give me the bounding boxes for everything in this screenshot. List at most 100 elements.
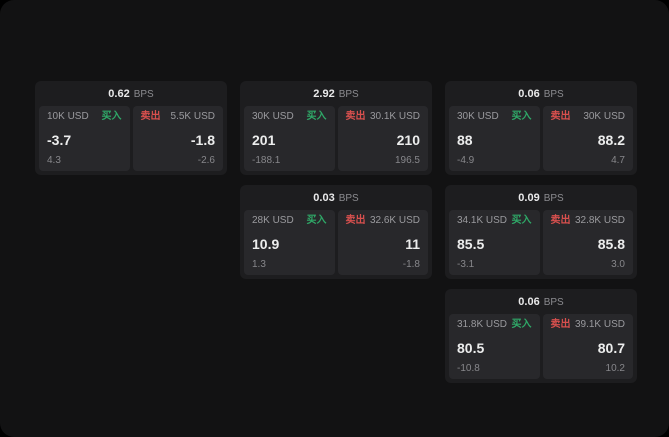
sell-side-label: 卖出 [140,111,161,122]
buy-panel[interactable]: 30K USD 买入 88 -4.9 [449,106,540,171]
sell-delta: 196.5 [394,155,420,166]
buy-side-label: 买入 [511,319,532,330]
buy-side-label: 买入 [511,111,532,122]
buy-price: 88 [457,132,473,148]
buy-price: -3.7 [47,132,72,148]
bps-unit-label: BPS [338,192,359,204]
bps-value: 2.92 [313,88,335,100]
sell-price: 80.7 [597,340,625,356]
quote-card: 0.06 BPS 31.8K USD 买入 80.5 -10.8 卖出 39.1… [445,289,637,383]
sell-panel[interactable]: 卖出 30.1K USD 210 196.5 [337,106,428,171]
buy-price: 80.5 [457,340,485,356]
sell-panel-toprow: 卖出 32.6K USD [346,216,421,226]
buy-delta: -10.8 [457,363,480,374]
sell-panel[interactable]: 卖出 30K USD 88.2 4.7 [542,106,633,171]
buy-size: 31.8K USD [457,319,508,330]
bps-unit-label: BPS [133,88,154,100]
sell-size: 32.8K USD [574,215,625,226]
buy-size: 28K USD [252,215,294,226]
quote-panels: 30K USD 买入 88 -4.9 卖出 30K USD 88.2 4.7 [449,106,633,171]
quote-panels: 28K USD 买入 10.9 1.3 卖出 32.6K USD 11 -1.8 [244,210,428,275]
buy-delta: -188.1 [252,155,281,166]
card-bps-header: 2.92 BPS [244,85,428,106]
buy-side-label: 买入 [511,215,532,226]
sell-size: 30.1K USD [369,111,420,122]
bps-unit-label: BPS [543,88,564,100]
sell-size: 32.6K USD [369,215,420,226]
quote-card: 0.09 BPS 34.1K USD 买入 85.5 -3.1 卖出 32.8K… [445,185,637,279]
buy-delta: 1.3 [252,259,266,270]
sell-size: 30K USD [583,111,625,122]
buy-panel-toprow: 10K USD 买入 [47,112,122,122]
card-bps-header: 0.62 BPS [39,85,223,106]
sell-panel[interactable]: 卖出 39.1K USD 80.7 10.2 [542,314,633,379]
card-bps-header: 0.06 BPS [449,293,633,314]
sell-side-label: 卖出 [345,215,366,226]
bps-value: 0.62 [108,88,130,100]
quote-card: 0.06 BPS 30K USD 买入 88 -4.9 卖出 30K USD 8… [445,81,637,175]
quote-panels: 30K USD 买入 201 -188.1 卖出 30.1K USD 210 1… [244,106,428,171]
sell-panel[interactable]: 卖出 5.5K USD -1.8 -2.6 [132,106,223,171]
buy-delta: 4.3 [47,155,61,166]
buy-side-label: 买入 [101,111,122,122]
buy-panel[interactable]: 30K USD 买入 201 -188.1 [244,106,335,171]
sell-panel-toprow: 卖出 30.1K USD [346,112,421,122]
quote-card: 0.03 BPS 28K USD 买入 10.9 1.3 卖出 32.6K US… [240,185,432,279]
buy-panel-toprow: 31.8K USD 买入 [457,320,532,330]
sell-price: -1.8 [190,132,215,148]
buy-size: 34.1K USD [457,215,508,226]
buy-panel-toprow: 30K USD 买入 [457,112,532,122]
sell-price: 210 [396,132,420,148]
sell-side-label: 卖出 [550,111,571,122]
sell-panel[interactable]: 卖出 32.6K USD 11 -1.8 [337,210,428,275]
sell-panel[interactable]: 卖出 32.8K USD 85.8 3.0 [542,210,633,275]
buy-delta: -4.9 [457,155,475,166]
sell-panel-toprow: 卖出 39.1K USD [551,320,626,330]
bps-value: 0.03 [313,192,335,204]
buy-price: 85.5 [457,236,485,252]
sell-price: 85.8 [597,236,625,252]
sell-delta: 4.7 [611,155,625,166]
bps-unit-label: BPS [338,88,359,100]
sell-delta: 3.0 [611,259,625,270]
buy-panel-toprow: 34.1K USD 买入 [457,216,532,226]
buy-panel-toprow: 30K USD 买入 [252,112,327,122]
buy-size: 30K USD [252,111,294,122]
bps-value: 0.06 [518,88,540,100]
quote-panels: 10K USD 买入 -3.7 4.3 卖出 5.5K USD -1.8 -2.… [39,106,223,171]
buy-panel[interactable]: 31.8K USD 买入 80.5 -10.8 [449,314,540,379]
sell-price: 11 [405,236,420,252]
sell-panel-toprow: 卖出 5.5K USD [141,112,216,122]
buy-size: 30K USD [457,111,499,122]
buy-price: 10.9 [252,236,280,252]
buy-size: 10K USD [47,111,89,122]
buy-panel[interactable]: 28K USD 买入 10.9 1.3 [244,210,335,275]
quote-card: 2.92 BPS 30K USD 买入 201 -188.1 卖出 30.1K … [240,81,432,175]
sell-side-label: 卖出 [345,111,366,122]
quote-card: 0.62 BPS 10K USD 买入 -3.7 4.3 卖出 5.5K USD… [35,81,227,175]
bps-unit-label: BPS [543,192,564,204]
sell-side-label: 卖出 [550,319,571,330]
buy-side-label: 买入 [306,215,327,226]
quote-panels: 34.1K USD 买入 85.5 -3.1 卖出 32.8K USD 85.8… [449,210,633,275]
buy-price: 201 [252,132,276,148]
buy-panel-toprow: 28K USD 买入 [252,216,327,226]
bps-unit-label: BPS [543,296,564,308]
buy-delta: -3.1 [457,259,475,270]
quote-cards-grid: 0.62 BPS 10K USD 买入 -3.7 4.3 卖出 5.5K USD… [35,81,637,383]
sell-delta: 10.2 [605,363,625,374]
sell-size: 39.1K USD [574,319,625,330]
sell-panel-toprow: 卖出 30K USD [551,112,626,122]
buy-panel[interactable]: 10K USD 买入 -3.7 4.3 [39,106,130,171]
sell-delta: -1.8 [402,259,420,270]
card-bps-header: 0.06 BPS [449,85,633,106]
buy-panel[interactable]: 34.1K USD 买入 85.5 -3.1 [449,210,540,275]
sell-delta: -2.6 [197,155,215,166]
card-bps-header: 0.03 BPS [244,189,428,210]
sell-price: 88.2 [597,132,625,148]
buy-side-label: 买入 [306,111,327,122]
sell-size: 5.5K USD [170,111,215,122]
bps-value: 0.06 [518,296,540,308]
bps-value: 0.09 [518,192,540,204]
